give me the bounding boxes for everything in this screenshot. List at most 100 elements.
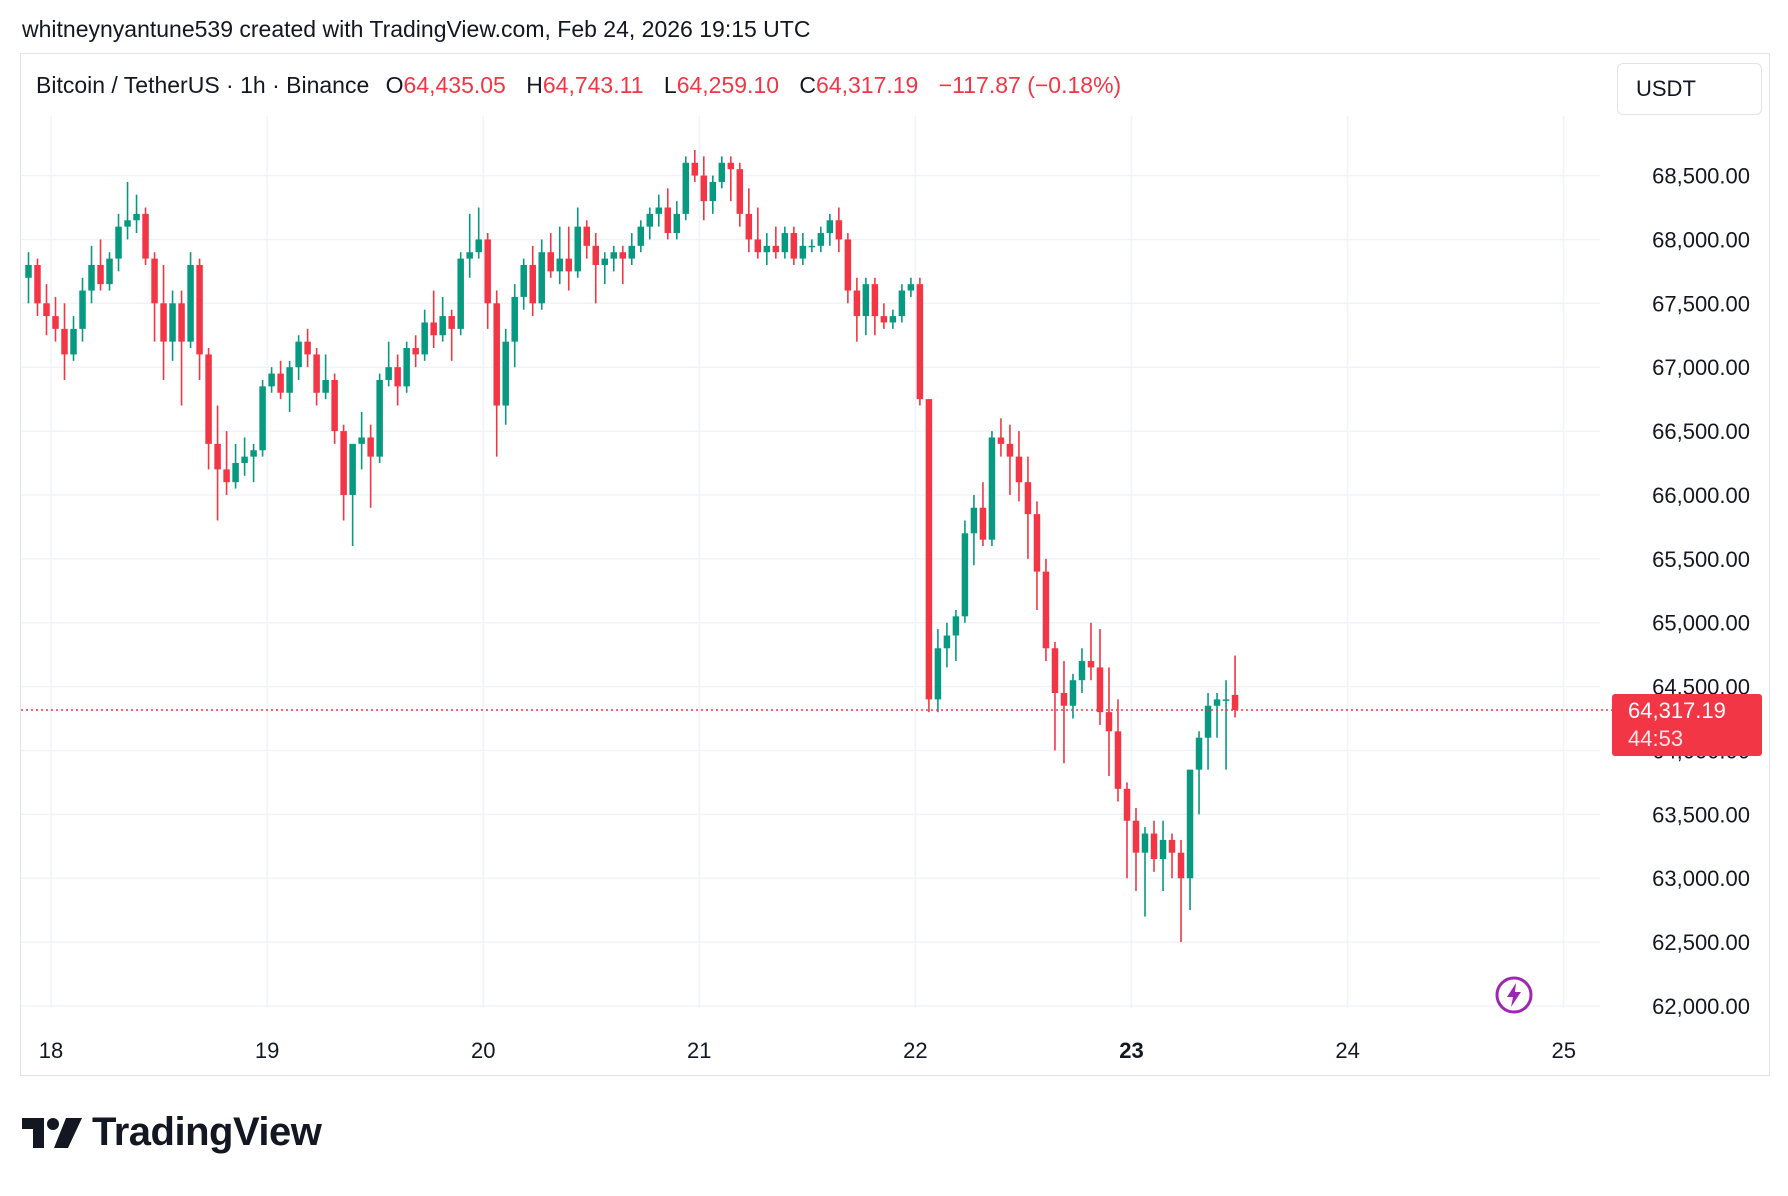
candle <box>970 494 978 566</box>
candle <box>547 233 554 278</box>
candle-body <box>1069 680 1077 706</box>
candle <box>484 233 491 329</box>
candle <box>781 226 789 259</box>
candle <box>412 335 419 368</box>
candle-body <box>70 328 77 355</box>
candle-body <box>259 386 266 451</box>
candle <box>169 290 176 361</box>
open-value: 64,435.05 <box>403 72 506 98</box>
chart-frame[interactable] <box>20 53 1770 1076</box>
candle-body <box>151 258 158 304</box>
candle <box>664 188 672 240</box>
candle <box>430 290 437 349</box>
candle <box>817 226 825 253</box>
candle <box>259 379 266 457</box>
candle-body <box>466 252 473 259</box>
candle <box>934 629 942 713</box>
candle-body <box>439 316 446 336</box>
candle <box>898 284 906 323</box>
candle <box>835 207 843 253</box>
candle-body <box>583 226 590 246</box>
candle-body <box>988 437 996 540</box>
candle-body <box>727 162 735 170</box>
candle <box>1033 501 1041 610</box>
candle <box>529 245 536 317</box>
candle-body <box>1159 839 1167 860</box>
candle <box>520 258 527 310</box>
candle <box>394 354 401 406</box>
candle-body <box>844 239 852 291</box>
candle <box>1105 667 1113 777</box>
candle <box>268 367 275 393</box>
candle-body <box>349 443 356 495</box>
candle-body <box>664 207 672 234</box>
candle <box>556 226 563 285</box>
candle <box>673 201 681 240</box>
candle-body <box>637 226 645 246</box>
last-price-line: 64,317.19 44:53 <box>21 693 1762 756</box>
candle <box>1141 827 1149 917</box>
candle-body <box>1006 443 1014 457</box>
candle-body <box>1222 699 1230 701</box>
candle <box>1132 807 1140 892</box>
candle-body <box>79 290 86 329</box>
candle <box>601 252 608 285</box>
symbol-name[interactable]: Bitcoin / TetherUS · 1h · Binance <box>36 72 370 98</box>
x-tick-label: 24 <box>1335 1038 1359 1063</box>
candle <box>1078 648 1086 693</box>
candle <box>1087 622 1095 681</box>
candle <box>331 373 338 444</box>
candle <box>88 245 95 304</box>
candle-body <box>124 220 131 227</box>
candle <box>736 162 744 227</box>
candle-body <box>133 213 140 221</box>
last-price-tag <box>1612 693 1762 756</box>
candle-body <box>1123 788 1131 821</box>
candle <box>583 220 590 259</box>
candle <box>1222 680 1230 770</box>
candle <box>961 520 969 623</box>
candle <box>286 360 293 412</box>
last-price-value: 64,317.19 <box>1628 698 1726 723</box>
lightning-bolt-icon[interactable] <box>1495 976 1533 1014</box>
candle-body <box>790 233 798 259</box>
candle <box>421 309 428 361</box>
candle-body <box>592 245 599 265</box>
candle <box>1024 456 1032 559</box>
symbol-legend[interactable]: Bitcoin / TetherUS · 1h · Binance O64,43… <box>36 72 1121 99</box>
candle <box>565 226 572 291</box>
candle <box>250 443 257 483</box>
candle-body <box>205 354 212 444</box>
candle <box>1231 655 1239 718</box>
candle <box>43 284 50 336</box>
tradingview-brand[interactable]: TradingView <box>22 1110 322 1155</box>
candle <box>25 252 32 304</box>
candle <box>1096 629 1104 725</box>
candle-body <box>43 303 50 317</box>
candle <box>403 341 410 393</box>
candle <box>205 348 212 470</box>
candle-body <box>1024 482 1032 515</box>
candle <box>844 233 852 304</box>
candle-body <box>187 264 194 342</box>
candle-body <box>691 162 699 176</box>
currency-button[interactable]: USDT <box>1617 63 1762 115</box>
candle <box>502 328 509 425</box>
candle <box>592 233 599 304</box>
candle-body <box>250 450 257 457</box>
candle <box>1069 673 1077 719</box>
price-axis: 62,000.0062,500.0063,000.0063,500.0064,0… <box>1652 164 1750 1019</box>
candle <box>1060 661 1068 764</box>
candle-body <box>1042 571 1050 649</box>
candle-body <box>907 284 915 291</box>
candle <box>1123 782 1131 879</box>
y-tick-label: 68,000.00 <box>1652 227 1750 252</box>
candle-body <box>223 469 230 483</box>
candle <box>718 156 726 189</box>
candle-body <box>385 367 392 380</box>
candle <box>952 609 960 662</box>
candle <box>862 277 870 336</box>
candle <box>133 194 140 234</box>
y-tick-label: 67,500.00 <box>1652 291 1750 316</box>
